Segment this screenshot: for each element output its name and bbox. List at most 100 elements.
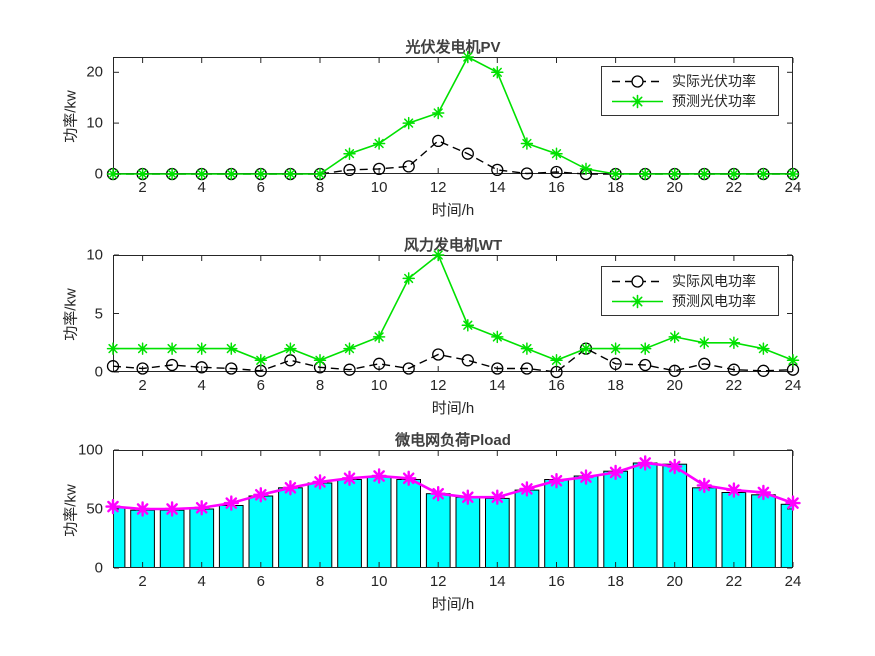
- asterisk-marker: [667, 458, 683, 475]
- asterisk-marker: [195, 342, 208, 355]
- asterisk-marker: [520, 137, 534, 150]
- asterisk-marker: [757, 167, 770, 181]
- circle-marker: [432, 348, 445, 361]
- pload-title: 微电网负荷Pload: [395, 432, 511, 449]
- asterisk-marker: [402, 272, 415, 285]
- asterisk-marker: [341, 470, 358, 486]
- circle-marker: [225, 362, 238, 375]
- pload-plot-canvas: [105, 449, 801, 569]
- x-tick-label: 18: [607, 377, 624, 394]
- wt-legend-item-actual: 实际风电功率: [610, 271, 774, 291]
- y-tick-label: 10: [86, 114, 103, 132]
- pv-xtick-labels: 2 4 6 8 10 12 14 16 18 20 22 24: [113, 179, 801, 197]
- circle-marker: [491, 362, 504, 375]
- asterisk-line-marker-icon: [612, 94, 663, 108]
- load-bar: [159, 509, 185, 568]
- dashed-circle-marker-icon: [612, 274, 663, 288]
- circle-marker: [520, 167, 534, 180]
- load-bar: [514, 489, 540, 568]
- pv-ytick-labels: 0 10 20: [0, 57, 105, 183]
- asterisk-marker: [548, 473, 565, 489]
- asterisk-marker: [757, 342, 770, 355]
- x-tick-label: 24: [784, 179, 802, 196]
- x-tick-label: 8: [315, 179, 325, 196]
- asterisk-marker: [579, 342, 593, 355]
- x-tick-label: 12: [429, 573, 447, 590]
- asterisk-marker: [134, 501, 151, 517]
- asterisk-marker: [430, 486, 446, 502]
- asterisk-marker: [343, 342, 356, 355]
- load-bar: [573, 475, 599, 568]
- x-tick-label: 6: [256, 179, 265, 196]
- asterisk-marker: [491, 66, 504, 79]
- load-bar: [278, 487, 303, 568]
- asterisk-marker: [106, 342, 120, 355]
- load-bar: [692, 487, 717, 568]
- x-tick-label: 14: [488, 377, 506, 394]
- wt-legend-item-predicted: 预测风电功率: [610, 291, 774, 311]
- circle-marker: [136, 362, 149, 375]
- circle-marker: [372, 162, 386, 176]
- asterisk-marker: [786, 354, 800, 367]
- x-tick-label: 24: [784, 573, 802, 590]
- asterisk-line-marker-icon: [612, 294, 663, 308]
- circle-marker: [757, 364, 770, 377]
- asterisk-marker: [630, 94, 645, 108]
- x-tick-label: 8: [315, 573, 325, 590]
- asterisk-marker: [578, 469, 594, 485]
- circle-marker: [727, 363, 741, 376]
- asterisk-marker: [461, 318, 475, 332]
- asterisk-marker: [579, 162, 593, 176]
- asterisk-marker: [489, 489, 505, 505]
- dashed-circle-marker-icon: [612, 74, 663, 88]
- asterisk-marker: [371, 468, 387, 484]
- asterisk-marker: [637, 455, 653, 471]
- asterisk-marker: [254, 354, 268, 367]
- load-bar: [248, 495, 274, 568]
- wt-xlabel: 时间/h: [431, 400, 475, 417]
- asterisk-marker: [164, 501, 180, 517]
- circle-marker: [698, 357, 711, 370]
- load-bar: [632, 462, 658, 568]
- asterisk-marker: [785, 495, 801, 511]
- y-tick-label: 50: [86, 500, 103, 518]
- asterisk-marker: [460, 489, 476, 505]
- wt-legend: 实际风电功率 预测风电功率: [601, 266, 779, 316]
- asterisk-marker: [312, 474, 328, 490]
- load-bar: [485, 497, 510, 568]
- x-tick-label: 2: [138, 573, 147, 590]
- pv-legend-item-predicted: 预测光伏功率: [610, 91, 774, 111]
- y-tick-label: 100: [77, 441, 103, 459]
- wt-legend-label-actual: 实际风电功率: [672, 273, 756, 289]
- x-tick-label: 18: [607, 573, 624, 590]
- load-bar: [366, 476, 392, 568]
- legend-circle-marker: [631, 74, 644, 88]
- load-bar: [337, 479, 362, 568]
- pv-xlabel: 时间/h: [431, 202, 475, 219]
- circle-marker: [284, 354, 297, 367]
- x-tick-label: 20: [666, 179, 684, 196]
- load-bar: [780, 503, 793, 568]
- wt-title: 风力发电机WT: [403, 237, 503, 254]
- x-tick-label: 10: [370, 377, 388, 394]
- asterisk-marker: [609, 342, 622, 355]
- asterisk-marker: [668, 330, 681, 344]
- pv-legend: 实际光伏功率 预测光伏功率: [601, 66, 779, 116]
- x-tick-label: 20: [666, 573, 684, 590]
- load-bar: [751, 494, 776, 568]
- asterisk-marker: [607, 464, 624, 481]
- circle-marker: [106, 360, 120, 373]
- asterisk-marker: [727, 167, 741, 181]
- asterisk-marker: [136, 342, 149, 355]
- asterisk-marker: [223, 495, 239, 511]
- asterisk-marker: [284, 167, 297, 181]
- asterisk-marker: [550, 354, 563, 367]
- asterisk-marker: [313, 167, 327, 181]
- axes-box: [113, 57, 793, 174]
- x-tick-label: 14: [488, 573, 506, 590]
- x-tick-label: 2: [138, 179, 147, 196]
- load-bar: [218, 505, 244, 568]
- wt-plot-canvas: [106, 248, 800, 379]
- x-tick-label: 22: [725, 179, 743, 196]
- circle-marker: [461, 354, 474, 367]
